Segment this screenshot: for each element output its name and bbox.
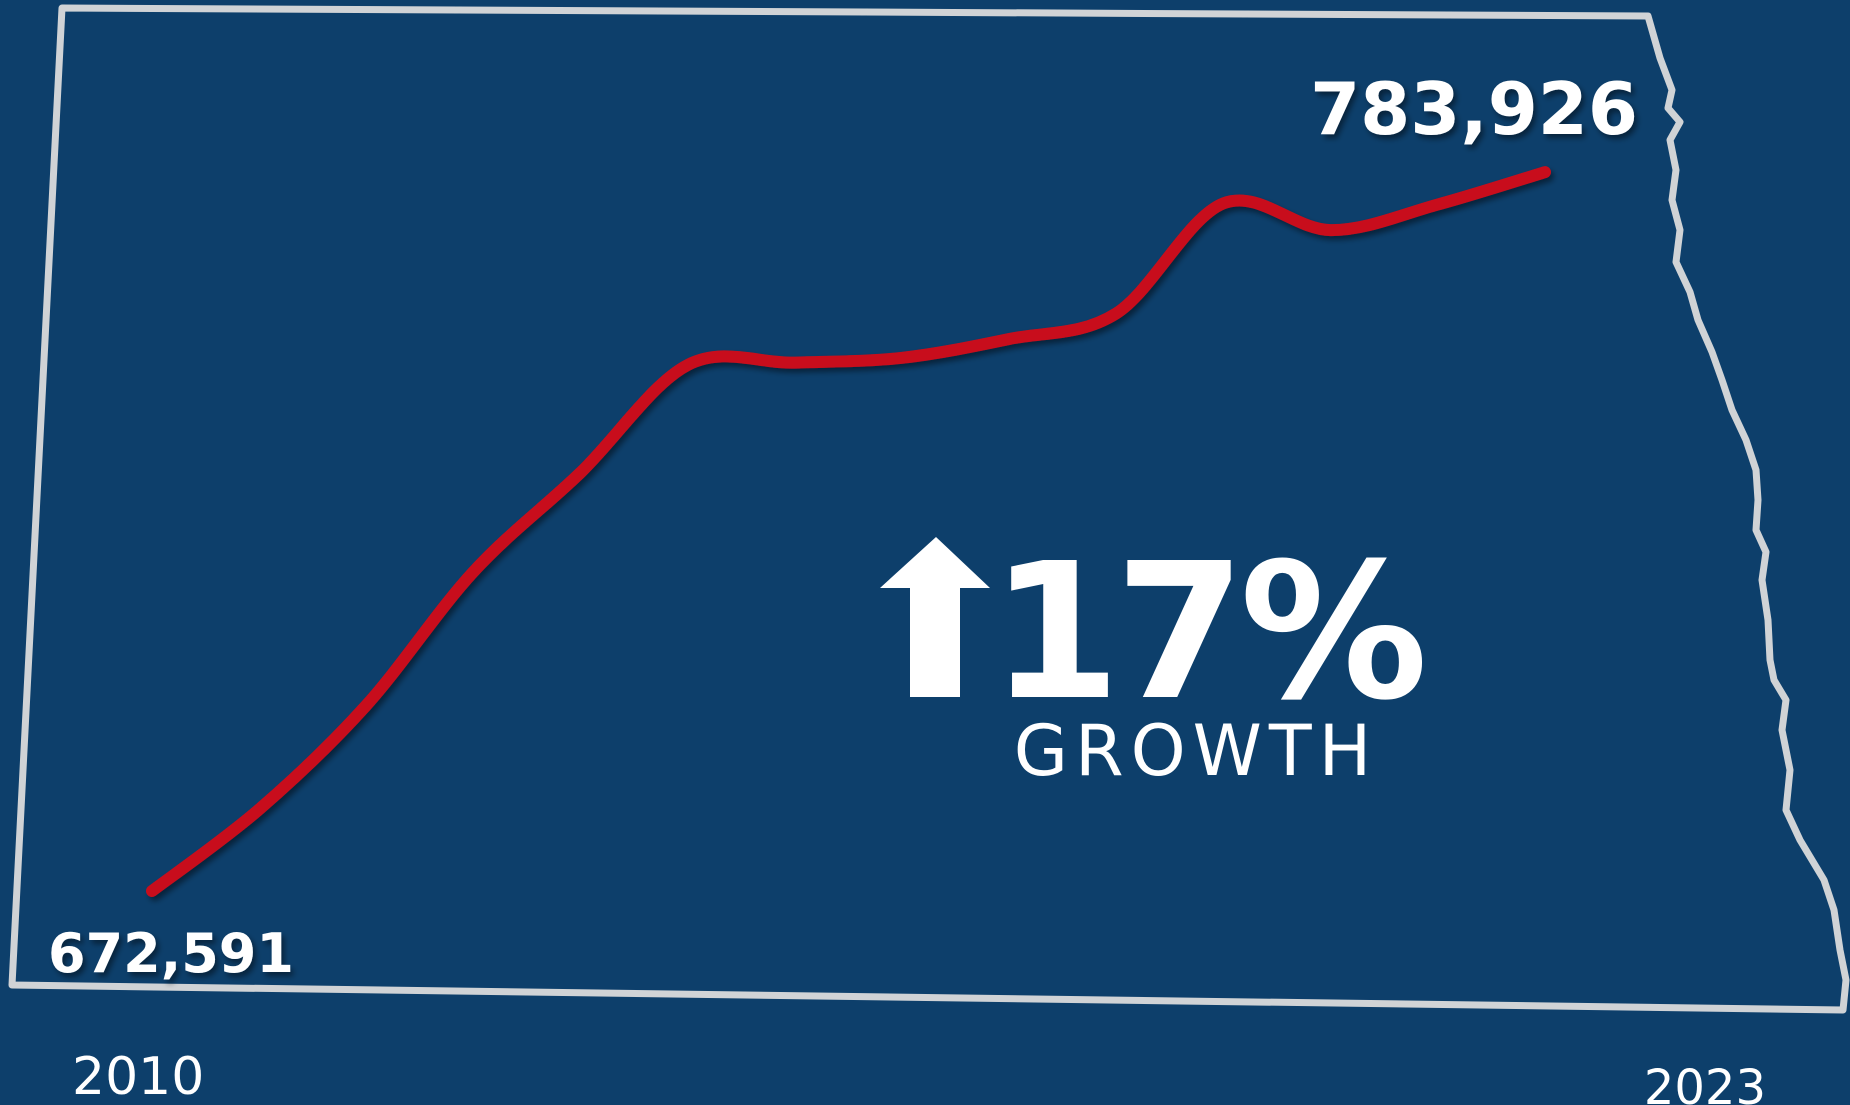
data-point-2013 [468, 566, 480, 578]
data-point-2017 [896, 352, 908, 364]
state-outline [8, 4, 1850, 1014]
data-point-2016 [789, 357, 801, 369]
data-point-2023 [1539, 166, 1551, 178]
data-point-2020 [1218, 197, 1230, 209]
data-point-2021 [1325, 224, 1337, 236]
up-arrow-icon [880, 537, 990, 697]
growth-percent: 17% [990, 523, 1423, 742]
data-point-2012 [360, 699, 372, 711]
x-start-year-label: 2010 [72, 1047, 204, 1105]
growth-caption: GROWTH [1014, 710, 1379, 792]
data-point-2010 [146, 885, 158, 897]
growth-callout: 17% GROWTH [880, 523, 1429, 792]
data-point-2015 [682, 359, 694, 371]
data-point-2019 [1110, 307, 1122, 319]
trend-line [146, 166, 1551, 897]
data-point-2018 [1003, 333, 1015, 345]
data-point-2022 [1432, 199, 1444, 211]
data-point-2011 [253, 803, 265, 815]
x-end-year-label: 2023 [1644, 1060, 1766, 1105]
start-value-label: 672,591 [48, 922, 294, 985]
data-point-2014 [575, 467, 587, 479]
end-value-label: 783,926 [1310, 67, 1638, 151]
